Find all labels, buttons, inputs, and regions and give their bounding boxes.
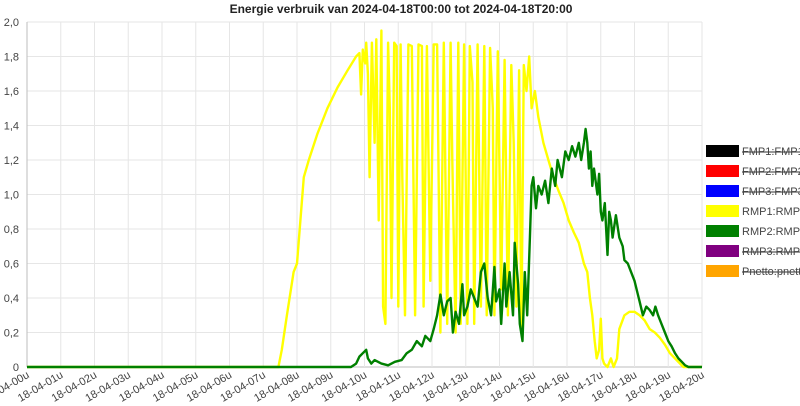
chart-title: Energie verbruik van 2024-04-18T00:00 to… <box>230 2 573 16</box>
legend-label[interactable]: FMP2:FMP2 <box>742 166 800 178</box>
y-tick-label: 1,0 <box>4 190 19 202</box>
y-tick-label: 2,0 <box>4 17 19 29</box>
y-tick-label: 1,6 <box>4 86 19 98</box>
y-tick-label: 0 <box>13 362 19 374</box>
legend-label[interactable]: FMP3:FMP3 <box>742 186 800 198</box>
legend-label[interactable]: RMP1:RMP1 <box>742 206 800 218</box>
legend-swatch[interactable] <box>706 205 739 217</box>
series-line <box>27 29 702 369</box>
legend-swatch[interactable] <box>706 245 739 257</box>
legend-label[interactable]: RMP2:RMP2 <box>742 226 800 238</box>
y-tick-label: 0,8 <box>4 224 19 236</box>
legend-swatch[interactable] <box>706 265 739 277</box>
legend-swatch[interactable] <box>706 145 739 157</box>
legend-swatch[interactable] <box>706 185 739 197</box>
legend-swatch[interactable] <box>706 225 739 237</box>
y-tick-label: 1,4 <box>4 121 19 133</box>
legend-swatch[interactable] <box>706 165 739 177</box>
y-tick-label: 0,6 <box>4 259 19 271</box>
series-line <box>27 127 702 369</box>
y-tick-label: 0,4 <box>4 293 19 305</box>
x-axis: 18-04-00u18-04-01u18-04-02u18-04-03u18-0… <box>0 369 707 404</box>
plot-area <box>27 29 702 369</box>
legend-label[interactable]: FMP1:FMP1 <box>742 146 800 158</box>
y-tick-label: 0,2 <box>4 328 19 340</box>
legend-label[interactable]: Pnetto:pnetto <box>742 266 800 278</box>
y-axis: 0 0,2 0,4 0,6 0,8 1,0 1,2 1,4 1,6 1,8 2,0 <box>4 17 19 374</box>
y-tick-label: 1,2 <box>4 155 19 167</box>
y-tick-label: 1,8 <box>4 52 19 64</box>
legend-label[interactable]: RMP3:RMP3 <box>742 246 800 258</box>
legend: FMP1:FMP1 FMP2:FMP2 FMP3:FMP3 RMP1:RMP1 RMP2… <box>706 145 800 278</box>
